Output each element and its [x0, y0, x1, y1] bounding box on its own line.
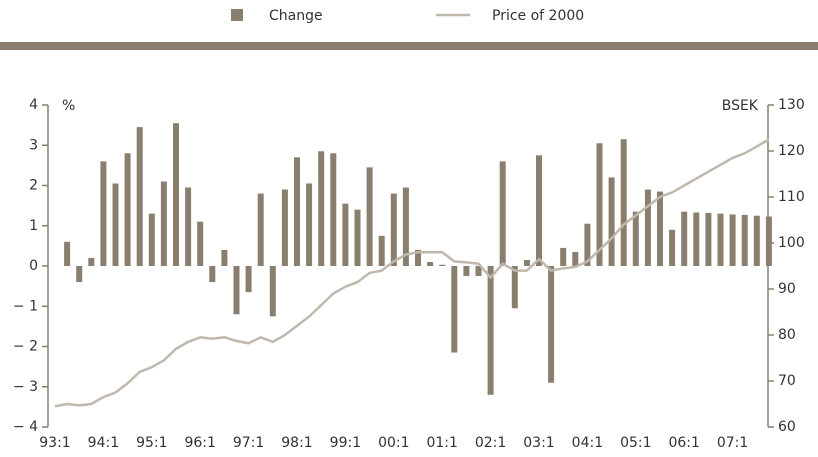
y-tick-label: 1 — [29, 218, 38, 234]
x-tick-label: 98:1 — [281, 435, 312, 451]
y2-tick-label: 80 — [778, 327, 796, 343]
y-tick-label: − 2 — [13, 339, 38, 355]
x-tick-label: 00:1 — [378, 435, 409, 451]
bar — [644, 189, 651, 266]
bar — [209, 266, 216, 283]
bar — [620, 139, 627, 266]
y-tick-label: 3 — [29, 137, 38, 153]
bar — [439, 264, 446, 266]
bar — [160, 181, 167, 266]
bar — [294, 157, 300, 266]
x-tick-label: 04:1 — [572, 435, 603, 451]
bar — [536, 155, 542, 266]
y-tick-label: 0 — [29, 258, 38, 274]
bar — [415, 249, 421, 266]
bar — [451, 266, 458, 353]
bar — [596, 143, 603, 266]
x-tick-label: 07:1 — [717, 435, 748, 451]
bar — [221, 249, 228, 266]
y2-tick-label: 60 — [778, 419, 796, 435]
x-tick-label: 03:1 — [523, 435, 554, 451]
bar — [76, 266, 83, 283]
y-tick-label: 2 — [29, 178, 38, 194]
y-tick-label: − 3 — [13, 379, 38, 395]
bar — [136, 127, 143, 266]
bar — [572, 251, 579, 266]
header-band — [0, 42, 818, 50]
x-tick-label: 06:1 — [668, 435, 699, 451]
bar — [584, 223, 591, 266]
x-tick-label: 94:1 — [88, 435, 119, 451]
bar — [705, 212, 712, 266]
bar — [245, 266, 252, 293]
bar — [366, 167, 373, 266]
bar — [427, 261, 434, 266]
bar — [717, 213, 724, 266]
bar — [657, 191, 663, 266]
legend-label: Change — [269, 8, 323, 24]
line — [54, 138, 770, 408]
bar — [487, 266, 494, 395]
bar — [185, 187, 192, 266]
y2-tick-label: 100 — [778, 235, 805, 251]
bar — [463, 266, 470, 277]
x-tick-label: 99:1 — [330, 435, 361, 451]
bar — [693, 212, 700, 266]
y2-tick-label: 130 — [778, 97, 805, 113]
bar — [560, 247, 567, 266]
bar — [765, 216, 772, 266]
legend-swatch — [231, 9, 243, 21]
x-tick-label: 95:1 — [136, 435, 167, 451]
bar — [233, 266, 240, 315]
bar — [330, 153, 337, 266]
x-tick-label: 93:1 — [39, 435, 70, 451]
bar — [511, 266, 518, 309]
bar — [378, 235, 385, 266]
y-tick-label: − 4 — [13, 419, 38, 435]
bar — [112, 183, 119, 266]
bar — [173, 123, 179, 266]
bar — [608, 177, 615, 266]
bar — [306, 183, 313, 266]
bar — [354, 209, 361, 266]
legend-label: Price of 2000 — [492, 8, 584, 24]
x-tick-label: 96:1 — [184, 435, 215, 451]
bar — [318, 151, 325, 266]
y2-tick-label: 90 — [778, 281, 796, 297]
bar — [753, 215, 760, 266]
bar — [100, 161, 107, 266]
y2-unit: BSEK — [722, 98, 759, 114]
x-tick-label: 97:1 — [233, 435, 264, 451]
bar — [681, 211, 688, 266]
bar — [281, 189, 288, 266]
bar — [88, 257, 95, 266]
bar — [390, 193, 397, 266]
y-unit: % — [62, 98, 75, 114]
bar — [729, 214, 736, 266]
bar — [632, 211, 639, 266]
bar — [269, 266, 276, 317]
y2-tick-label: 120 — [778, 143, 805, 159]
y-tick-label: − 1 — [13, 298, 38, 314]
bar — [124, 153, 131, 266]
bar — [148, 213, 155, 266]
bar — [499, 161, 506, 266]
bar — [257, 193, 264, 266]
y2-tick-label: 70 — [778, 373, 796, 389]
bar — [548, 266, 555, 383]
x-tick-label: 02:1 — [475, 435, 506, 451]
bar — [342, 203, 349, 266]
y-tick-label: 4 — [29, 97, 38, 113]
bar — [475, 266, 482, 277]
x-tick-label: 05:1 — [620, 435, 651, 451]
bar — [523, 259, 530, 266]
bar — [64, 241, 71, 266]
y2-tick-label: 110 — [778, 189, 805, 205]
bar — [669, 229, 676, 266]
bar — [197, 221, 204, 266]
x-tick-label: 01:1 — [426, 435, 457, 451]
bar — [402, 187, 409, 266]
bar — [741, 214, 748, 266]
